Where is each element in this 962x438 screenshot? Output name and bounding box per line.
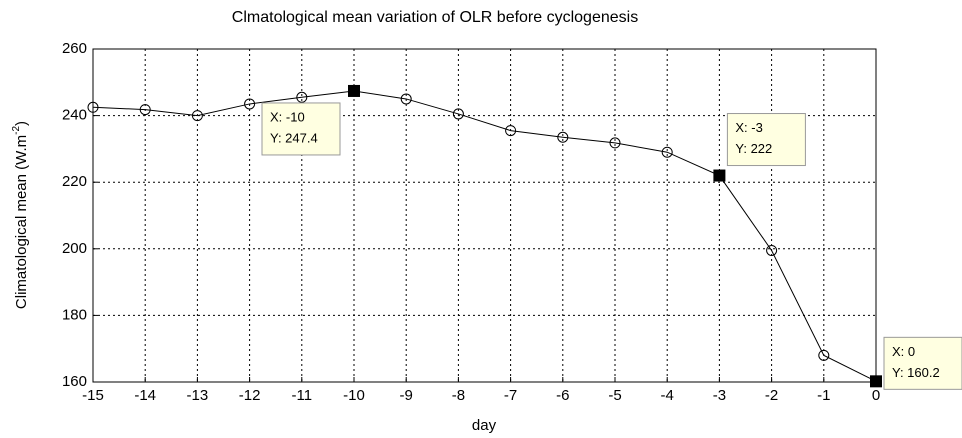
point (244, 98, 256, 110)
x-tick-label: -10 (343, 387, 365, 404)
y-tick-label: 200 (62, 240, 87, 257)
x-tick-label: 0 (872, 387, 880, 404)
data-tip: X: -10 Y: 247.4 (261, 102, 341, 156)
x-tick-label: -11 (292, 387, 313, 404)
x-tick-label: -1 (817, 387, 830, 404)
x-axis-label: day (472, 417, 497, 434)
data-tip-x: X: 0 (892, 344, 915, 359)
data-tip-y: Y: 160.2 (892, 365, 940, 380)
x-tick-label: -2 (765, 387, 778, 404)
y-label-main: Climatological mean (W.m (13, 135, 30, 309)
data-tip-box (726, 113, 806, 167)
x-tick-label: -12 (239, 387, 261, 404)
y-tick-label: 160 (62, 373, 87, 390)
data-tip-y: Y: 247.4 (270, 130, 318, 145)
data-tip-marker (348, 84, 360, 97)
x-tick-label: -8 (452, 387, 465, 404)
y-label-sup: -2 (11, 126, 22, 135)
data-tip: X: 0 Y: 160.2 (883, 336, 962, 390)
chart-title: Clmatological mean variation of OLR befo… (232, 9, 638, 26)
point (452, 108, 464, 120)
point (505, 125, 517, 137)
x-tick-label: -5 (608, 387, 621, 404)
point (609, 137, 621, 149)
x-tick-label: -6 (556, 387, 569, 404)
data-tip: X: -3 Y: 222 (726, 113, 806, 167)
data-tip-x: X: -10 (270, 109, 305, 124)
x-tick-label: -13 (187, 387, 209, 404)
y-tick-label: 220 (62, 173, 87, 190)
x-tick-label: -9 (400, 387, 413, 404)
point (661, 146, 673, 158)
x-tick-label: -3 (713, 387, 726, 404)
point (296, 91, 308, 103)
data-tip-box (883, 336, 962, 390)
y-label-end: ) (13, 121, 30, 126)
x-tick-label: -7 (504, 387, 517, 404)
plot-frame (92, 48, 877, 383)
y-tick-label: 260 (62, 40, 87, 57)
point (766, 244, 778, 256)
point (87, 101, 99, 113)
point (818, 349, 830, 361)
point (557, 131, 569, 143)
x-tick-label: -15 (82, 387, 104, 404)
data-tip-x: X: -3 (735, 120, 762, 135)
y-axis-label: Climatological mean (W.m-2) (11, 121, 30, 309)
data-tip-marker (713, 169, 726, 182)
line (92, 90, 877, 382)
data-tip-box (261, 102, 341, 156)
y-tick-label: 180 (62, 306, 87, 323)
y-tick-label: 240 (62, 107, 87, 124)
data-tip-marker (870, 375, 882, 388)
x-tick-label: -14 (134, 387, 156, 404)
x-tick-label: -4 (661, 387, 674, 404)
point (400, 93, 412, 105)
point (191, 110, 203, 122)
data-tip-y: Y: 222 (735, 141, 772, 156)
point (139, 104, 151, 116)
